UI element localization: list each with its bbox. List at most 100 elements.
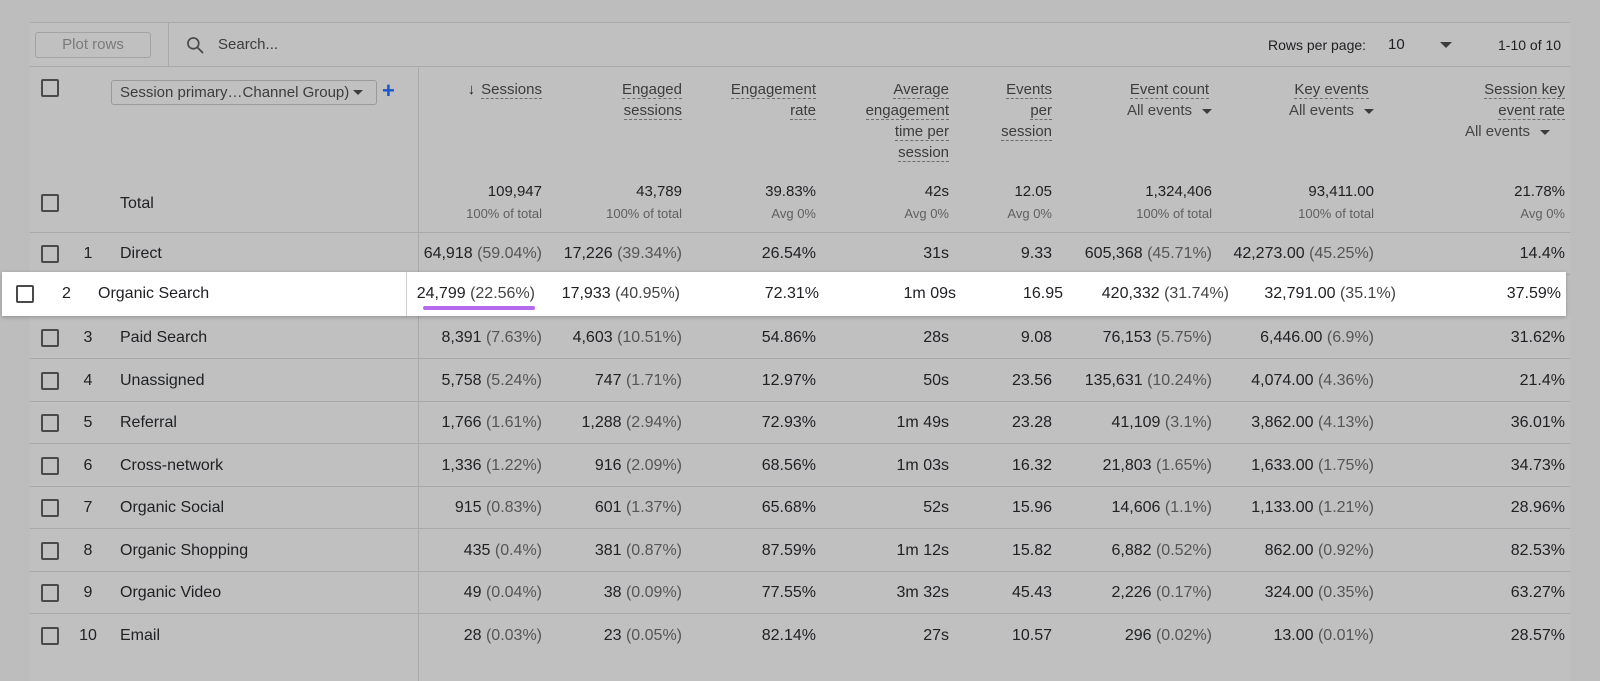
event-filter-label: All events [1464,123,1530,140]
total-sub: 100% of total [606,206,682,221]
total-sub: 100% of total [466,206,542,221]
chevron-down-icon[interactable] [1440,42,1452,48]
cell-value: 747 [594,372,622,389]
cell-percent: (40.95%) [615,285,680,302]
rows-per-page-select[interactable]: 10 [1388,36,1405,53]
column-header-engagement-rate[interactable]: Engagement rate [730,79,816,121]
row-index: 7 [83,499,93,516]
row-checkbox[interactable] [16,285,34,303]
cell-percent: (2.94%) [625,414,682,431]
cell-percent: (6.9%) [1326,329,1374,346]
plot-rows-button[interactable]: Plot rows [35,32,151,58]
avg-engagement-time-cell: 52s [923,499,949,516]
highlighted-table-row[interactable]: 2 Organic Search 24,799 (22.56%) 17,933 … [2,272,1566,316]
column-header-engaged-sessions[interactable]: Engaged sessions [621,79,682,121]
engaged-sessions-cell: 747 (1.71%) [595,372,682,390]
session-key-event-rate-cell: 31.62% [1510,329,1565,346]
column-header-label: time per [894,123,949,141]
table-row[interactable]: 6 Cross-network 1,336 (1.22%) 916 (2.09%… [30,445,1570,487]
cell-percent: (0.02%) [1155,627,1212,644]
cell-percent: (45.25%) [1309,245,1374,262]
cell-value: 1,766 [441,414,482,431]
key-events-cell: 862.00 (0.92%) [1265,542,1374,560]
key-events-cell: 6,446.00 (6.9%) [1260,329,1374,347]
cell-value: 324.00 [1264,584,1314,601]
cell-percent: (1.65%) [1155,457,1212,474]
row-checkbox[interactable] [41,372,59,390]
rows-per-page-label: Rows per page: [1268,37,1367,53]
total-row-checkbox[interactable] [41,194,59,212]
total-event-count: 1,324,406 100% of total [1136,183,1212,221]
total-engagement-rate: 39.83% Avg 0% [765,183,816,221]
event-count-cell: 41,109 (3.1%) [1111,414,1212,432]
cell-percent: (0.35%) [1317,584,1374,601]
session-key-event-rate-cell: 36.01% [1510,414,1565,431]
total-value: 42s [924,183,949,200]
cell-percent: (0.83%) [485,499,542,516]
table-row[interactable]: 7 Organic Social 915 (0.83%) 601 (1.37%)… [30,487,1570,529]
cell-percent: (0.4%) [494,542,542,559]
sessions-cell: 5,758 (5.24%) [441,372,542,390]
column-header-event-count[interactable]: Event count All events [1127,79,1212,121]
avg-engagement-time-cell: 1m 49s [896,414,949,431]
cell-value: 49 [463,584,482,601]
column-header-avg-engagement-time[interactable]: Average engagement time per session [865,79,949,163]
column-header-events-per-session[interactable]: Events per session [1001,79,1052,142]
dimension-selector[interactable]: Session primary…Channel Group) [111,80,377,105]
key-events-cell: 3,862.00 (4.13%) [1251,414,1374,432]
column-header-label: Sessions [481,81,542,99]
row-checkbox[interactable] [41,457,59,475]
channel-name: Paid Search [120,329,208,346]
row-checkbox[interactable] [41,584,59,602]
column-header-session-key-event-rate[interactable]: Session key event rate All events [1465,79,1565,142]
cell-value: 296 [1124,627,1152,644]
engaged-sessions-cell: 4,603 (10.51%) [573,329,682,347]
event-filter-dropdown[interactable]: All events [1127,100,1212,121]
column-header-label: session [898,144,949,162]
column-divider [418,68,419,681]
row-checkbox[interactable] [41,542,59,560]
engagement-rate-cell: 12.97% [761,372,816,389]
table-row[interactable]: 9 Organic Video 49 (0.04%) 38 (0.09%) 77… [30,572,1570,614]
table-row[interactable]: 4 Unassigned 5,758 (5.24%) 747 (1.71%) 1… [30,360,1570,402]
column-header-sessions[interactable]: ↓ Sessions [468,79,542,100]
sessions-cell: 1,336 (1.22%) [441,457,542,475]
row-checkbox[interactable] [41,245,59,263]
cell-percent: (1.22%) [485,457,542,474]
sessions-cell: 28 (0.03%) [464,627,542,645]
row-checkbox[interactable] [41,627,59,645]
event-filter-dropdown[interactable]: All events [1289,100,1374,121]
row-checkbox[interactable] [41,414,59,432]
key-events-cell: 1,633.00 (1.75%) [1251,457,1374,475]
cell-percent: (3.1%) [1164,414,1212,431]
key-events-cell: 13.00 (0.01%) [1273,627,1374,645]
cell-percent: (1.71%) [625,372,682,389]
select-all-checkbox[interactable] [41,79,59,97]
search-input[interactable]: Search... [218,36,279,53]
cell-value: 38 [603,584,622,601]
plus-icon[interactable]: + [382,78,395,103]
table-row[interactable]: 10 Email 28 (0.03%) 23 (0.05%) 82.14% 27… [30,615,1570,657]
sessions-cell: 435 (0.4%) [464,542,542,560]
cell-value: 862.00 [1264,542,1314,559]
table-row[interactable]: 5 Referral 1,766 (1.61%) 1,288 (2.94%) 7… [30,402,1570,444]
event-count-cell: 76,153 (5.75%) [1103,329,1212,347]
engagement-rate-cell: 77.55% [761,584,816,601]
total-sub: Avg 0% [1520,206,1565,221]
channel-name: Organic Shopping [120,542,249,559]
row-checkbox[interactable] [41,499,59,517]
search-icon[interactable] [185,35,205,55]
events-per-session-cell: 9.33 [1020,245,1052,262]
engaged-sessions-cell: 38 (0.09%) [604,584,682,602]
event-count-cell: 135,631 (10.24%) [1085,372,1212,390]
row-checkbox[interactable] [41,329,59,347]
cell-percent: (4.13%) [1317,414,1374,431]
table-row[interactable]: 3 Paid Search 8,391 (7.63%) 4,603 (10.51… [30,317,1570,359]
event-filter-dropdown[interactable]: All events [1465,121,1550,142]
table-row[interactable]: 1 Direct 64,918 (59.04%) 17,226 (39.34%)… [30,233,1570,275]
cell-percent: (10.51%) [617,329,682,346]
table-row[interactable]: 8 Organic Shopping 435 (0.4%) 381 (0.87%… [30,530,1570,572]
column-header-key-events[interactable]: Key events All events [1289,79,1374,121]
row-index: 4 [83,372,93,389]
sessions-cell: 1,766 (1.61%) [441,414,542,432]
